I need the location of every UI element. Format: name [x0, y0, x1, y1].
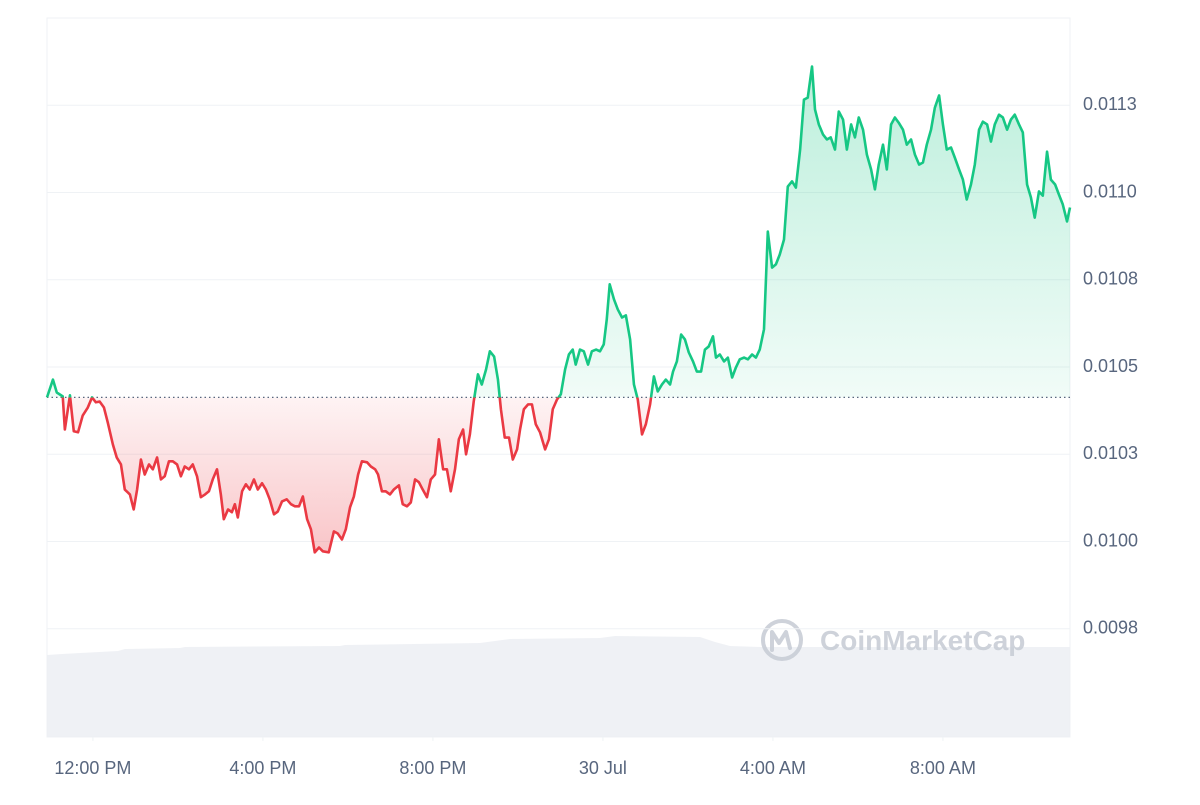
- volume-band: [47, 636, 1070, 737]
- y-tick-label: 0.0100: [1083, 530, 1138, 550]
- y-tick-label: 0.0103: [1083, 443, 1138, 463]
- watermark-logo: [761, 619, 803, 661]
- price-area: [47, 66, 1070, 553]
- y-tick-label: 0.0110: [1083, 181, 1137, 201]
- watermark: CoinMarketCap: [761, 619, 1025, 661]
- watermark-logo-mark: [770, 630, 792, 652]
- y-tick-label: 0.0108: [1083, 269, 1138, 289]
- x-tick-label: 4:00 PM: [229, 758, 296, 778]
- x-tick-label: 12:00 PM: [54, 758, 131, 778]
- x-tick-label: 4:00 AM: [740, 758, 806, 778]
- y-tick-label: 0.0098: [1083, 618, 1138, 638]
- y-tick-label: 0.0105: [1083, 356, 1138, 376]
- x-tick-label: 30 Jul: [579, 758, 627, 778]
- y-tick-label: 0.0113: [1083, 94, 1137, 114]
- x-tick-label: 8:00 AM: [910, 758, 976, 778]
- price-line: [45, 65, 1072, 554]
- watermark-text: CoinMarketCap: [820, 625, 1025, 656]
- x-tick-label: 8:00 PM: [399, 758, 466, 778]
